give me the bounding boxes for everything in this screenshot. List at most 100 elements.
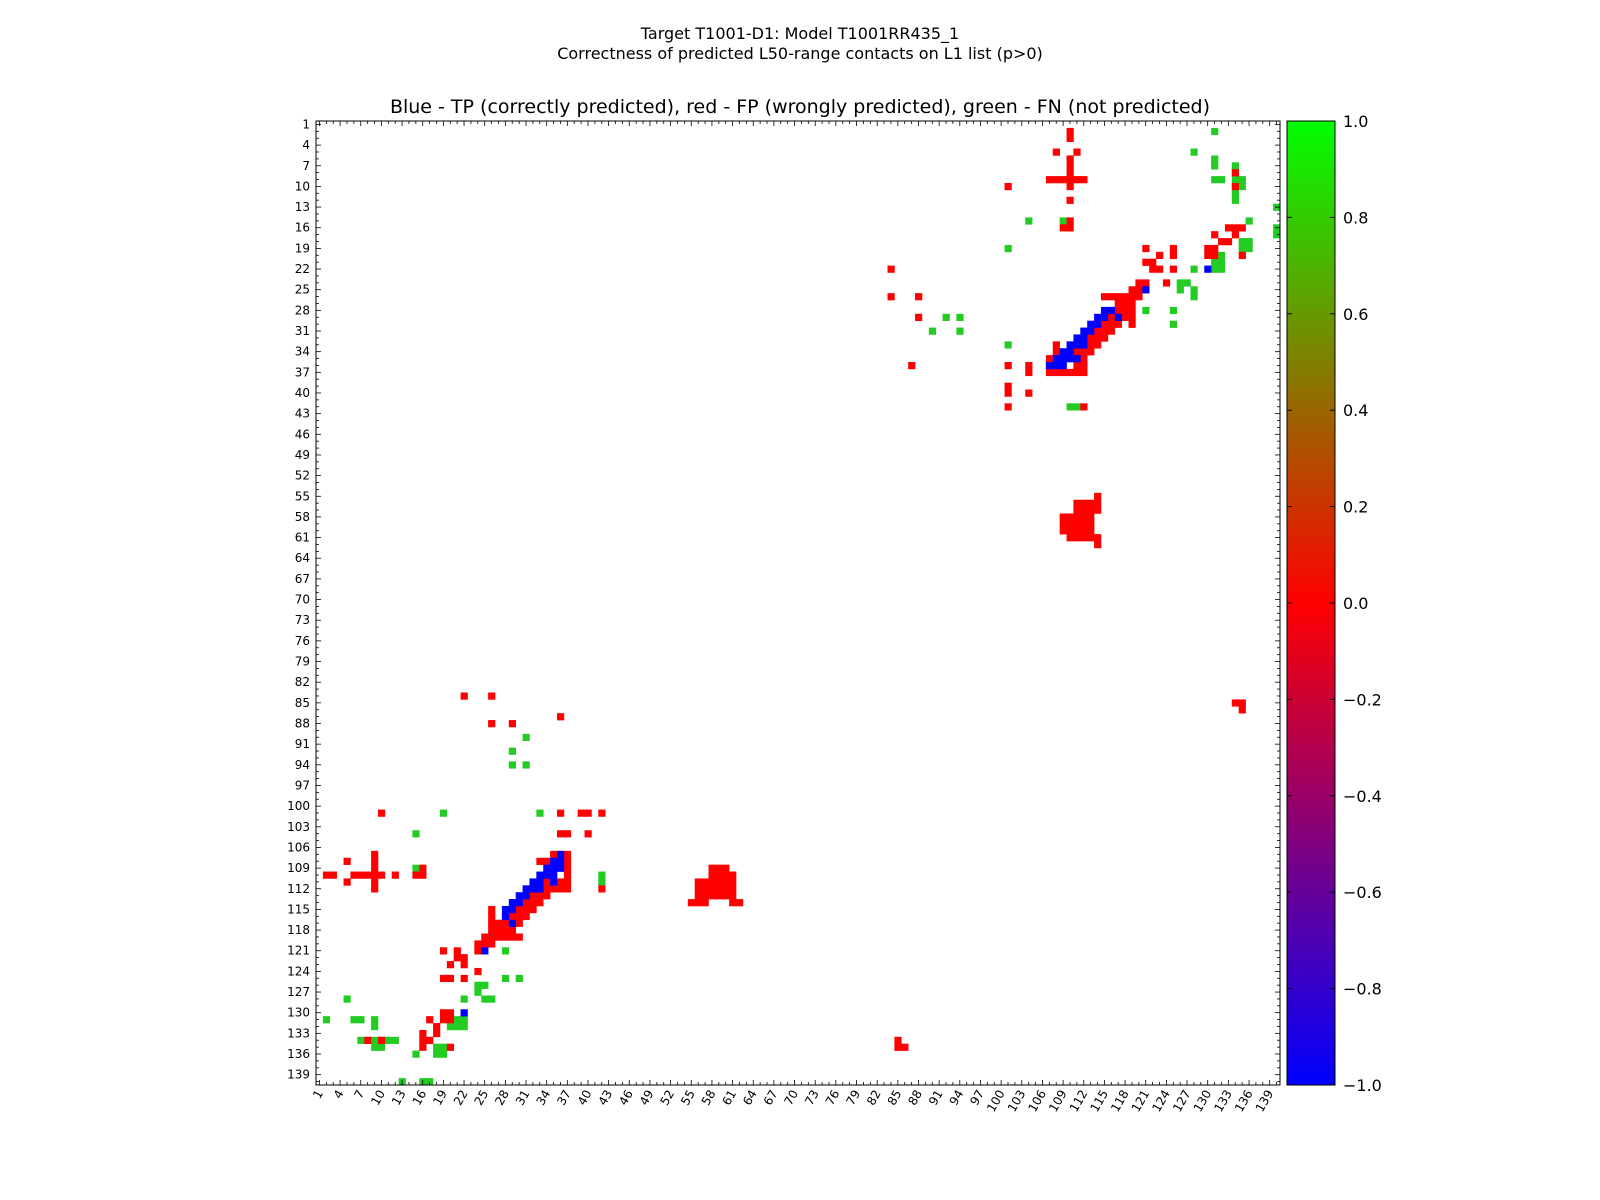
contact-cell-fp (1094, 534, 1102, 542)
contact-cell-fp (557, 878, 565, 886)
contact-cell-fp (1073, 362, 1081, 370)
contact-cell-fp (495, 933, 503, 941)
axis-ticks (316, 121, 1280, 1085)
contact-cell-fp (474, 940, 482, 948)
contact-cell-fp (1087, 527, 1095, 535)
contact-cell-fp (343, 878, 351, 886)
contact-cell-fn (481, 995, 489, 1003)
contact-cell-fp (1100, 320, 1109, 328)
x-tick-label: 130 (1191, 1088, 1215, 1115)
contact-cell-fn (488, 995, 496, 1003)
x-tick-label: 94 (947, 1088, 967, 1108)
contact-cell-fp (1128, 293, 1136, 301)
contact-cell-fp (1204, 244, 1212, 253)
contact-cell-fn (1183, 279, 1191, 287)
y-tick-label: 34 (295, 345, 310, 359)
contact-cell-tp (536, 885, 544, 893)
y-tick-label: 136 (287, 1047, 310, 1061)
contact-cell-fp (543, 885, 551, 893)
contact-cell-fp (708, 885, 716, 893)
contact-cell-fp (1087, 506, 1095, 514)
contact-cell-fn (1211, 265, 1219, 273)
contact-cell-fp (391, 871, 399, 879)
x-tick-label: 4 (331, 1088, 347, 1102)
contact-cell-fp (1218, 238, 1226, 246)
contact-cell-fp (722, 885, 730, 893)
y-tick-label: 19 (295, 241, 310, 255)
contact-cell-fn (446, 1023, 455, 1031)
contact-cell-fp (1135, 293, 1143, 301)
contact-cell-fp (488, 905, 496, 914)
contact-cell-fp (1087, 499, 1095, 507)
contact-cell-fp (563, 878, 572, 886)
contact-cell-tp (557, 864, 565, 872)
contact-cell-fn (1238, 244, 1246, 253)
contact-cell-fp (1004, 382, 1012, 390)
contact-cell-fp (1100, 293, 1109, 301)
contact-cell-fp (1080, 499, 1088, 507)
contact-cell-tp (1059, 355, 1067, 363)
contact-cell-fn (522, 761, 530, 769)
x-tick-label: 139 (1253, 1088, 1277, 1115)
contact-cell-tp (1045, 362, 1054, 370)
contact-cell-fn (371, 1043, 379, 1051)
contact-cell-fp (1073, 534, 1081, 542)
contact-cell-fp (1066, 224, 1074, 232)
y-tick-label: 61 (295, 531, 310, 545)
contact-cell-fn (439, 1043, 448, 1051)
contact-cell-fp (515, 912, 523, 921)
contact-cell-fp (1059, 368, 1067, 377)
contact-cell-fn (460, 1016, 468, 1024)
contact-cell-tp (1080, 334, 1088, 342)
contact-cell-fp (1211, 231, 1219, 239)
contact-cell-fp (1087, 334, 1095, 342)
contact-cell-tp (536, 878, 544, 886)
contact-cell-fn (1211, 162, 1219, 170)
contact-cell-tp (1052, 362, 1060, 370)
x-tick-label: 88 (905, 1088, 925, 1108)
plot-title: Blue - TP (correctly predicted), red - F… (389, 96, 1211, 118)
contact-cell-fp (377, 871, 386, 879)
contact-cell-fp (1080, 176, 1088, 184)
contact-cell-fn (501, 974, 510, 983)
contact-cell-tp (536, 871, 544, 879)
colorbar-tick-label: 0.6 (1343, 305, 1368, 324)
contact-cell-fp (543, 892, 551, 900)
contact-cell-fp (1004, 362, 1012, 370)
contact-cell-fp (1073, 513, 1081, 521)
contact-cell-fp (1073, 506, 1081, 514)
x-tick-label: 16 (410, 1088, 430, 1108)
contact-cell-fn (1190, 265, 1198, 273)
contact-cell-fp (371, 871, 379, 879)
contact-cell-fn (942, 313, 950, 321)
contact-cell-tp (515, 899, 523, 907)
contact-cell-fn (1245, 238, 1253, 246)
y-tick-label: 1 (302, 117, 310, 131)
contact-cell-fp (1238, 224, 1246, 232)
contact-cell-tp (557, 857, 565, 865)
y-tick-label: 4 (302, 138, 310, 152)
contact-cell-fn (453, 1023, 461, 1031)
contact-cell-fp (701, 892, 709, 900)
contact-cell-fp (1087, 513, 1095, 521)
contact-cell-fn (1211, 258, 1219, 266)
contact-cell-fp (508, 720, 516, 728)
colorbar-tick-label: −0.8 (1343, 980, 1382, 999)
contact-cell-fn (384, 1036, 393, 1044)
contact-cell-fp (371, 864, 379, 872)
contact-cell-fp (474, 947, 482, 955)
contact-cell-fp (1073, 176, 1081, 184)
contact-cell-fn (501, 947, 510, 955)
contact-cell-tp (481, 947, 489, 955)
contact-cell-fp (1231, 231, 1239, 239)
contact-cell-fp (1080, 506, 1088, 514)
contact-cell-fp (495, 926, 503, 934)
contact-cell-fn (1169, 320, 1178, 328)
contact-cell-fn (1211, 176, 1219, 184)
contact-cell-fp (460, 974, 468, 983)
colorbar-tick-label: 0.2 (1343, 498, 1368, 517)
contact-cell-fp (1004, 389, 1012, 397)
contact-cell-fp (915, 313, 923, 321)
contact-cell-fp (377, 809, 386, 817)
